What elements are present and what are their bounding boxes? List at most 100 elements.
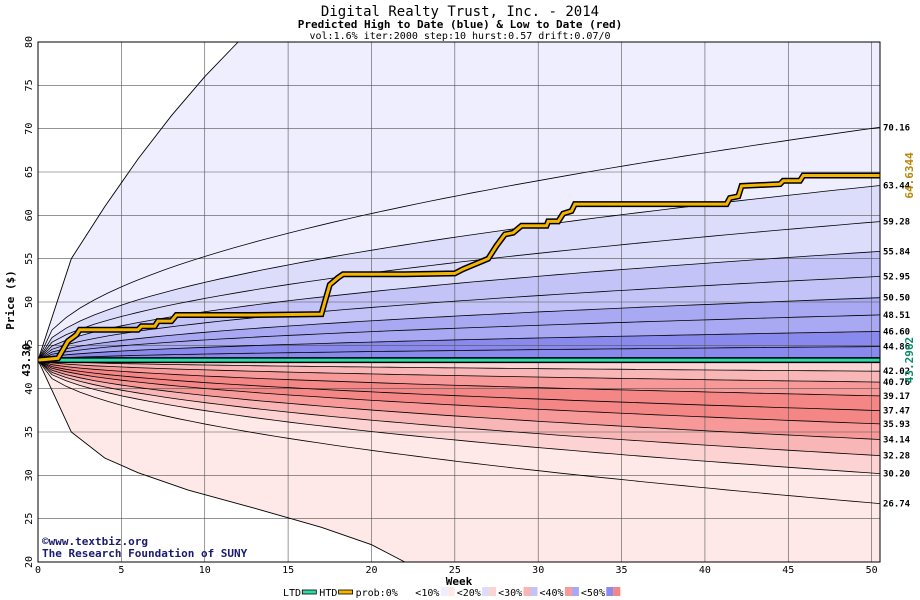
y-tick-label: 30 [24,469,35,481]
legend-swatch [523,587,531,596]
start-price-label: 43.30 [20,344,33,377]
quantile-end-label: 40.76 [883,378,910,388]
y-axis-ticks: 20 25 30 35 40 45 50 55 60 65 70 75 80 [24,36,35,568]
legend-swatch [482,587,490,596]
legend-label: <10% [415,588,439,599]
y-axis-label: Price ($) [4,270,17,330]
legend-label: prob:0% [356,588,398,599]
quantile-line [37,359,881,504]
quantile-end-label: 42.02 [883,367,910,377]
outer-low-curve [37,359,406,563]
y-tick-label: 80 [24,36,35,48]
x-tick-label: 20 [365,565,377,576]
quantile-line [37,314,881,361]
x-axis-label: Week [446,575,473,588]
x-tick-label: 35 [616,565,628,576]
series-lines [37,172,880,364]
quantile-line [37,359,881,440]
legend-label: <30% [498,588,522,599]
quantile-line [37,359,881,411]
quantile-end-label: 59.28 [883,218,910,228]
y-tick-label: 65 [24,166,35,178]
chart-title: Digital Realty Trust, Inc. - 2014 [321,4,599,20]
quantile-line [37,359,881,372]
low-band-9 [38,360,880,504]
x-tick-label: 0 [35,565,41,576]
credit-org: The Research Foundation of SUNY [42,547,248,560]
legend-label: HTD [319,588,337,599]
low-band-4 [38,360,880,411]
quantile-end-label: 39.17 [883,392,910,402]
legend-swatch [338,589,354,595]
x-tick-label: 45 [782,565,794,576]
y-tick-label: 50 [24,296,35,308]
x-axis-ticks: 0 5 10 15 20 25 30 35 40 45 50 [35,565,878,576]
x-tick-label: 10 [199,565,211,576]
y-tick-label: 25 [24,513,35,525]
quantile-line [37,276,881,361]
legend-swatch [399,587,407,596]
svg-text:©www.textbiz.org: ©www.textbiz.org [42,535,148,548]
low-band-3 [38,360,880,396]
quantile-line [37,297,881,361]
chart-params: vol:1.6% iter:2000 step:10 hurst:0.57 dr… [309,31,610,42]
high-band-outer [38,42,880,361]
legend-swatch [613,587,621,596]
legend-swatch [489,587,497,596]
y-tick-label: 70 [24,123,35,135]
low-end-label: 43.2962 [903,337,916,383]
y-tick-label: 35 [24,426,35,438]
legend-swatch [571,587,579,596]
x-tick-label: 5 [118,565,124,576]
legend-label: <40% [540,588,564,599]
y-tick-label: 40 [24,383,35,395]
high-band-1 [38,346,880,361]
quantile-line [37,221,881,361]
quantile-end-label: 48.51 [883,311,910,321]
legend-swatch [530,587,538,596]
quantile-line [37,359,881,425]
x-tick-label: 30 [532,565,544,576]
copyright-symbol: © [42,535,49,548]
x-tick-label: 50 [866,565,878,576]
quantile-end-label: 32.28 [883,452,910,462]
quantile-line [37,185,881,361]
quantile-end-label: 52.95 [883,272,910,282]
chart-subtitle: Predicted High to Date (blue) & Low to D… [298,18,623,31]
y-tick-label: 45 [24,339,35,351]
htd-line [37,174,880,362]
legend: LTD HTD prob:0% <10% <20% <30% <40% <50% [283,587,621,599]
low-band-outer [38,360,880,562]
quantile-end-label: 70.16 [883,123,910,133]
quantile-end-label: 37.47 [883,407,910,417]
x-tick-label: 40 [699,565,711,576]
end-labels: 44.86 46.60 48.51 50.50 52.95 55.84 59.28 63.44… [883,123,911,509]
quantile-end-label: 63.44 [883,182,911,192]
quantile-line [37,359,881,397]
legend-label: LTD [283,588,301,599]
y-tick-label: 60 [24,209,35,221]
low-band-6 [38,360,880,440]
credit: ©www.textbiz.org The Research Foundation… [42,535,248,560]
credit-url: www.textbiz.org [49,535,148,548]
plot-frame [37,41,881,563]
high-band-5 [38,276,880,361]
quantile-line [37,359,881,456]
y-tick-label: 55 [24,253,35,265]
y-tick-label: 75 [24,79,35,91]
quantile-end-label: 50.50 [883,294,910,304]
high-band-4 [38,297,880,361]
quantile-lines [37,41,881,563]
quantile-end-label: 34.14 [883,435,911,445]
quantile-end-label: 26.74 [883,500,911,510]
high-band-8 [38,185,880,361]
quantile-line [37,331,881,361]
low-band-8 [38,360,880,474]
high-band-3 [38,314,880,361]
quantile-line [37,359,881,474]
legend-swatch [301,589,317,595]
high-band-7 [38,221,880,361]
legend-swatch [564,587,572,596]
legend-swatch [447,587,455,596]
